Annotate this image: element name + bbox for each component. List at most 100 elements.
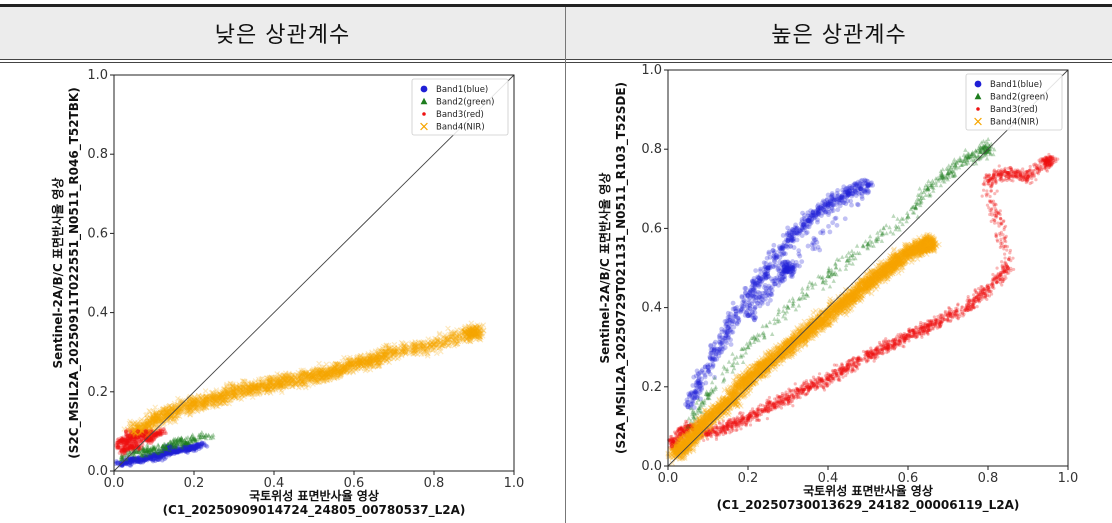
data-point (430, 341, 438, 348)
data-point (965, 154, 971, 160)
series-band4-nir- (130, 329, 478, 435)
data-point (824, 312, 832, 319)
data-point (171, 440, 177, 446)
x-tick-label: 0.8 (978, 471, 999, 486)
legend-marker (976, 107, 980, 111)
data-point (123, 460, 129, 466)
data-point (167, 444, 173, 450)
data-point (270, 380, 278, 387)
table-top-rule (0, 4, 1112, 7)
data-point (865, 353, 871, 358)
data-point (1005, 265, 1011, 271)
y-tick-label: 0.2 (87, 385, 108, 400)
data-point (190, 400, 198, 407)
data-point (765, 404, 771, 409)
data-point (183, 440, 189, 446)
data-point (745, 344, 751, 350)
data-point (669, 444, 675, 449)
data-point (131, 437, 137, 442)
data-point (825, 202, 831, 208)
data-point (905, 213, 911, 219)
data-point (135, 458, 141, 464)
data-point (147, 454, 153, 460)
data-point (119, 437, 125, 442)
data-point (191, 436, 197, 442)
data-point (785, 304, 791, 310)
data-point (805, 217, 811, 224)
x-axis-sublabel: (C1_20250909014724_24805_00780537_L2A) (163, 503, 466, 518)
data-point (745, 293, 751, 299)
data-point (151, 444, 157, 450)
legend-entry: Band2(green) (990, 93, 1048, 103)
x-tick-label: 0.4 (264, 476, 285, 491)
y-tick-label: 0.4 (641, 301, 662, 316)
legend-entry: Band3(red) (436, 110, 484, 120)
data-point (985, 285, 991, 290)
x-tick-label: 1.0 (1058, 471, 1079, 486)
x-tick-label: 0.6 (898, 471, 919, 486)
data-point (310, 372, 318, 379)
data-point (143, 456, 149, 462)
x-axis-sublabel: (C1_20250730013629_24182_00006119_L2A) (717, 498, 1020, 513)
data-point (885, 345, 891, 350)
data-point (175, 448, 181, 454)
data-point (805, 384, 811, 389)
data-point (151, 452, 157, 458)
data-point (470, 329, 478, 336)
header-rule-1 (0, 59, 1112, 60)
data-point (159, 448, 165, 454)
data-point (965, 305, 971, 310)
data-point (745, 312, 751, 319)
plot-frame (667, 69, 1069, 467)
scatter-plot-high-correlation: 0.0 0.2 0.4 0.6 0.8 1.0 0.0 0.2 0.4 0.6 0.8 1.0 국토위성… (597, 63, 1079, 513)
one-to-one-line (667, 69, 1069, 467)
series-band1-blue- (115, 440, 205, 468)
legend: Band1(blue) Band2(green) Band3(red) Band4(N… (411, 78, 509, 136)
y-tick-label: 0.0 (87, 464, 108, 479)
data-point (685, 404, 691, 410)
data-point (163, 450, 169, 456)
data-point (171, 448, 177, 454)
y-axis-sublabel: (S2C_MSIL2A_20250911T022551_N0511_R046_T… (67, 87, 82, 458)
x-tick-label: 0.2 (184, 476, 205, 491)
y-axis-label: Sentinel-2A/B/C 표면반사율 영상 (50, 178, 65, 369)
legend-entry: Band1(blue) (990, 80, 1042, 90)
legend-marker (420, 122, 428, 131)
data-point (135, 429, 141, 434)
legend-entry: Band3(red) (990, 105, 1038, 115)
data-point (677, 432, 683, 437)
series-band2-green- (685, 146, 991, 429)
data-point (143, 429, 149, 434)
data-point (155, 456, 161, 462)
point-cloud (665, 136, 1060, 467)
header-high-correlation: 높은 상관계수 (566, 7, 1112, 59)
data-point (785, 396, 791, 401)
x-tick-label: 0.6 (344, 476, 365, 491)
data-point (1005, 170, 1011, 176)
data-point (785, 265, 791, 271)
column-divider (565, 7, 566, 523)
y-tick-label: 0.6 (87, 226, 108, 241)
data-point (350, 361, 358, 368)
data-point (123, 429, 129, 434)
y-axis-sublabel: (S2A_MSIL2A_20250729T021131_N0511_R103_T… (614, 82, 629, 454)
data-point (745, 416, 751, 421)
data-point (187, 446, 193, 452)
y-axis-label: Sentinel-2A/B/C 표면반사율 영상 (597, 173, 612, 364)
x-tick-label: 1.0 (504, 476, 525, 491)
header-rule-2 (0, 62, 1112, 63)
data-point (195, 442, 201, 448)
data-point (230, 388, 238, 395)
x-tick-label: 0.2 (738, 471, 759, 486)
data-point (845, 190, 851, 196)
y-tick-label: 1.0 (87, 68, 108, 83)
legend-marker (974, 117, 982, 126)
legend-marker (420, 97, 428, 105)
series-band4-nir- (672, 241, 932, 458)
y-tick-label: 0.8 (87, 147, 108, 162)
data-point (250, 384, 258, 391)
x-axis-label: 국토위성 표면반사율 영상 (249, 488, 379, 503)
data-point (115, 460, 121, 466)
data-point (945, 170, 951, 176)
